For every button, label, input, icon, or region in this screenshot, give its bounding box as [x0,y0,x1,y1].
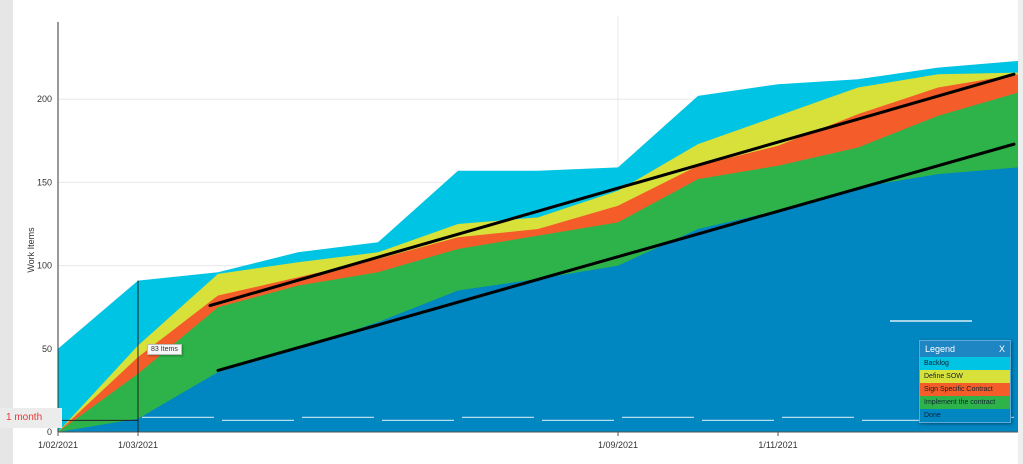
legend-title: Legend [925,344,956,354]
items-tooltip: 83 Items [147,344,182,355]
y-tick-label: 100 [37,261,52,271]
one-month-annotation: 1 month [0,408,62,428]
right-scrollbar[interactable] [1018,0,1023,464]
legend-item[interactable]: Backlog [920,357,1010,370]
y-tick-label: 0 [47,427,52,437]
y-tick-label: 150 [37,177,52,187]
x-tick-label: 1/03/2021 [118,440,158,450]
legend-close-button[interactable]: X [998,344,1005,354]
x-tick-label: 1/09/2021 [598,440,638,450]
legend-item[interactable]: Done [920,409,1010,422]
y-tick-label: 50 [42,344,52,354]
area-done [58,167,1018,432]
upper-trend-line [208,72,1016,308]
legend-item[interactable]: Sign Specific Contract [920,383,1010,396]
x-tick-label: 1/02/2021 [38,440,78,450]
y-axis-label: Work Items [26,227,36,273]
legend: Legend X Backlog Define SOW Sign Specific C… [919,340,1011,423]
legend-item[interactable]: Define SOW [920,370,1010,383]
x-tick-label: 1/11/2021 [758,440,797,450]
lower-trend-line [216,142,1016,372]
y-tick-label: 200 [37,94,52,104]
legend-item[interactable]: Implement the contract [920,396,1010,409]
left-panel-edge [0,0,13,464]
